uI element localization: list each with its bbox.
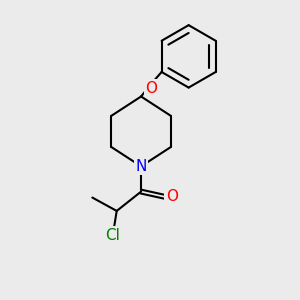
Text: O: O	[166, 190, 178, 205]
Text: O: O	[145, 81, 157, 96]
Text: N: N	[135, 159, 147, 174]
Text: Cl: Cl	[105, 228, 120, 243]
